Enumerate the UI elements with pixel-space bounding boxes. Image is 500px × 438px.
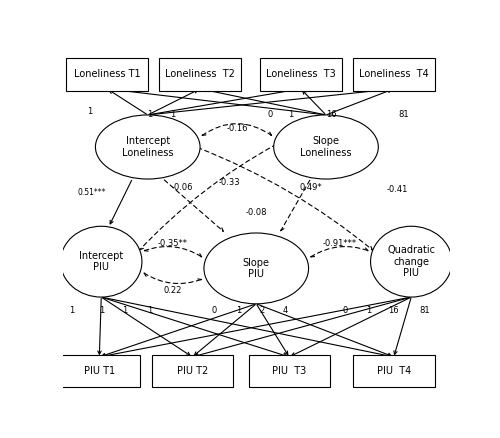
Ellipse shape (60, 226, 142, 297)
Text: Intercept
Loneliness: Intercept Loneliness (122, 136, 174, 158)
Text: 1: 1 (98, 306, 104, 315)
Text: 0: 0 (267, 110, 272, 120)
FancyBboxPatch shape (66, 58, 148, 91)
Text: -0.33: -0.33 (218, 178, 240, 187)
Text: PIU T2: PIU T2 (176, 366, 208, 376)
Text: 1: 1 (70, 306, 75, 315)
Text: 16: 16 (326, 110, 337, 120)
Text: 81: 81 (420, 306, 430, 315)
Ellipse shape (204, 233, 308, 304)
Text: PIU T1: PIU T1 (84, 366, 115, 376)
Text: 1: 1 (236, 306, 242, 315)
Text: 0: 0 (343, 306, 348, 315)
Text: 0: 0 (211, 306, 216, 315)
Text: 1: 1 (147, 306, 152, 315)
Text: 1: 1 (288, 110, 294, 120)
Text: Loneliness  T4: Loneliness T4 (359, 70, 428, 79)
Text: 81: 81 (398, 110, 409, 120)
Text: PIU  T3: PIU T3 (272, 366, 306, 376)
Text: 2: 2 (260, 306, 264, 315)
Text: 1: 1 (147, 110, 152, 120)
Ellipse shape (96, 115, 200, 179)
FancyBboxPatch shape (260, 58, 342, 91)
Text: -0.08: -0.08 (246, 208, 267, 217)
FancyBboxPatch shape (353, 58, 434, 91)
Text: Loneliness  T3: Loneliness T3 (266, 70, 336, 79)
Text: Loneliness T1: Loneliness T1 (74, 70, 140, 79)
Text: -0.41: -0.41 (387, 185, 408, 194)
Text: 0.49*: 0.49* (299, 183, 322, 192)
Text: Loneliness  T2: Loneliness T2 (165, 70, 235, 79)
Text: -0.91***: -0.91*** (322, 239, 356, 247)
Text: 1: 1 (122, 306, 127, 315)
FancyBboxPatch shape (248, 355, 330, 387)
Text: 1: 1 (170, 110, 175, 120)
FancyBboxPatch shape (160, 58, 241, 91)
Text: PIU  T4: PIU T4 (376, 366, 411, 376)
Text: -0.06: -0.06 (172, 183, 194, 192)
Text: Slope
Loneliness: Slope Loneliness (300, 136, 352, 158)
Ellipse shape (274, 115, 378, 179)
Ellipse shape (370, 226, 452, 297)
Text: Slope
PIU: Slope PIU (243, 258, 270, 279)
Text: 1: 1 (366, 306, 371, 315)
Text: 0.22: 0.22 (164, 286, 182, 295)
Text: 0.51***: 0.51*** (78, 188, 106, 197)
FancyBboxPatch shape (58, 355, 140, 387)
Text: 4: 4 (282, 306, 288, 315)
Text: -0.16: -0.16 (226, 124, 248, 133)
Text: Intercept
PIU: Intercept PIU (79, 251, 124, 272)
FancyBboxPatch shape (353, 355, 434, 387)
Text: -0.35**: -0.35** (158, 239, 188, 247)
Text: 1: 1 (87, 107, 92, 116)
Text: 16: 16 (388, 306, 399, 315)
FancyBboxPatch shape (152, 355, 233, 387)
Text: Quadratic
change
PIU: Quadratic change PIU (387, 245, 435, 278)
